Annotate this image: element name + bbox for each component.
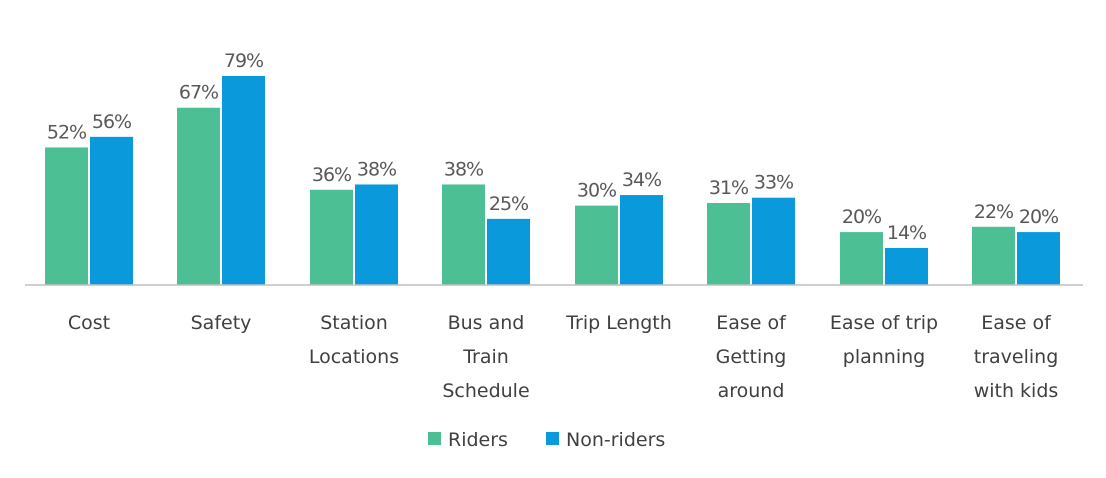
category-label: Schedule (442, 380, 529, 402)
data-label: 25% (489, 193, 528, 215)
bar-non-riders-3 (487, 218, 530, 285)
data-label: 33% (754, 172, 793, 194)
category-labels-group: Cost Safety Station Locations Bus and Train Sc… (68, 312, 1058, 402)
category-label: with kids (974, 380, 1059, 402)
legend-swatch-non-riders (546, 432, 559, 445)
bar-non-riders-4 (620, 195, 663, 285)
bar-riders-6 (840, 232, 883, 285)
category-label: Getting (716, 346, 787, 368)
data-label: 20% (842, 206, 881, 228)
bar-riders-2 (310, 189, 353, 285)
bar-riders-1 (177, 107, 220, 285)
bar-non-riders-7 (1017, 232, 1060, 285)
bar-non-riders-6 (885, 247, 928, 285)
category-label: Trip Length (565, 312, 672, 334)
bar-riders-0 (45, 147, 88, 285)
data-label: 34% (622, 169, 661, 191)
data-label: 20% (1019, 206, 1058, 228)
data-label: 79% (224, 50, 263, 72)
category-label: traveling (974, 346, 1059, 368)
bar-riders-7 (972, 226, 1015, 285)
data-label: 38% (357, 158, 396, 180)
category-label: Locations (309, 346, 399, 368)
category-label: Ease of (716, 312, 787, 334)
bars-group (45, 75, 1060, 286)
data-label: 30% (577, 180, 616, 202)
bar-non-riders-1 (222, 75, 265, 286)
data-label: 22% (974, 201, 1013, 223)
category-label: Train (462, 346, 509, 368)
category-label: Ease of (981, 312, 1052, 334)
category-label: Bus and (448, 312, 525, 334)
category-label: around (718, 380, 785, 402)
bar-non-riders-2 (355, 184, 398, 285)
legend-label-riders: Riders (448, 429, 508, 451)
data-label: 56% (92, 111, 131, 133)
bar-riders-4 (575, 205, 618, 285)
category-label: Safety (191, 312, 252, 334)
category-label: planning (843, 346, 925, 368)
legend: Riders Non-riders (428, 429, 665, 451)
data-label: 31% (709, 177, 748, 199)
category-label: Cost (68, 312, 110, 334)
bar-riders-5 (707, 202, 750, 285)
legend-label-non-riders: Non-riders (566, 429, 665, 451)
bar-non-riders-0 (90, 136, 133, 285)
value-labels-group: 52% 56% 67% 79% 36% 38% 38% 25% 30% 34% 31% 33% 20% 1… (47, 50, 1059, 244)
data-label: 38% (444, 158, 483, 180)
bar-non-riders-5 (752, 197, 795, 285)
category-label: Station (320, 312, 388, 334)
data-label: 14% (887, 222, 926, 244)
data-label: 52% (47, 121, 86, 143)
legend-swatch-riders (428, 432, 441, 445)
category-label: Ease of trip (830, 312, 938, 334)
data-label: 36% (312, 164, 351, 186)
bar-riders-3 (442, 184, 485, 285)
data-label: 67% (179, 82, 218, 104)
